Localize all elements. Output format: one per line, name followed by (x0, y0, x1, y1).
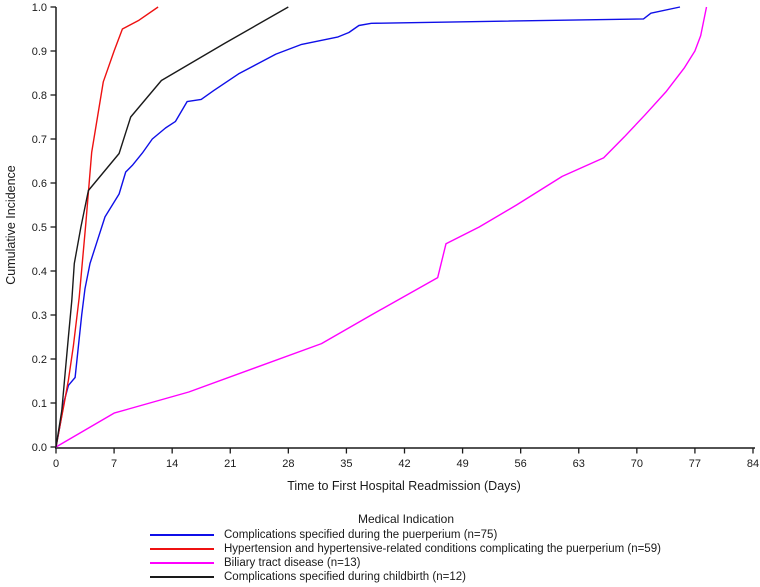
series-line-0 (55, 6, 681, 448)
y-tick-label: 0.2 (32, 354, 47, 366)
x-tick-label: 21 (224, 458, 236, 470)
legend-item: Complications specified during the puerp… (150, 528, 662, 542)
legend-swatch-line (150, 548, 214, 550)
y-tick-label: 0.1 (32, 398, 47, 410)
x-tick-label: 70 (631, 458, 643, 470)
y-tick-label: 0.9 (32, 46, 47, 58)
x-tick-label: 28 (282, 458, 294, 470)
x-axis-title: Time to First Hospital Readmission (Days… (287, 479, 521, 493)
legend-swatch-line (150, 562, 214, 564)
x-axis-ticks: 0 7 14 21 28 35 42 49 56 63 70 77 84 (53, 448, 759, 470)
legend: Medical Indication Complications specifi… (150, 512, 662, 584)
y-tick-label: 0.3 (32, 310, 47, 322)
legend-label: Hypertension and hypertensive-related co… (224, 543, 661, 555)
x-tick-label: 77 (689, 458, 701, 470)
legend-swatch-line (150, 576, 214, 578)
legend-label: Complications specified during childbirt… (224, 571, 466, 583)
y-tick-label: 0.8 (32, 90, 47, 102)
axes (55, 7, 755, 449)
y-tick-label: 0.4 (32, 266, 47, 278)
y-axis-ticks: 0.0 0.1 0.2 0.3 0.4 0.5 0.6 0.7 0.8 0.9 1.0 (32, 2, 56, 454)
x-tick-label: 63 (573, 458, 585, 470)
legend-item: Complications specified during childbirt… (150, 570, 662, 584)
y-tick-label: 0.5 (32, 222, 47, 234)
y-tick-label: 0.0 (32, 442, 47, 454)
y-tick-label: 0.7 (32, 134, 47, 146)
x-tick-label: 14 (166, 458, 178, 470)
legend-item: Biliary tract disease (n=13) (150, 556, 662, 570)
x-tick-label: 35 (340, 458, 352, 470)
series-line-3 (55, 6, 289, 448)
legend-item: Hypertension and hypertensive-related co… (150, 542, 662, 556)
x-tick-label: 42 (398, 458, 410, 470)
x-tick-label: 7 (111, 458, 117, 470)
legend-rows: Complications specified during the puerp… (150, 528, 662, 584)
y-tick-label: 0.6 (32, 178, 47, 190)
x-tick-label: 56 (515, 458, 527, 470)
series-line-2 (55, 6, 708, 448)
legend-swatch-line (150, 534, 214, 536)
legend-label: Complications specified during the puerp… (224, 529, 498, 541)
y-axis-title: Cumulative Incidence (4, 165, 18, 285)
y-tick-label: 1.0 (32, 2, 47, 14)
series-lines (55, 6, 708, 448)
x-tick-label: 84 (747, 458, 759, 470)
chart-canvas: 0 7 14 21 28 35 42 49 56 63 70 77 84 0.0 0.1 0.2 0.3 0.4… (4, 2, 759, 493)
series-line-1 (55, 6, 159, 448)
x-tick-label: 0 (53, 458, 59, 470)
legend-title: Medical Indication (357, 512, 455, 526)
legend-label: Biliary tract disease (n=13) (224, 557, 361, 569)
x-tick-label: 49 (456, 458, 468, 470)
